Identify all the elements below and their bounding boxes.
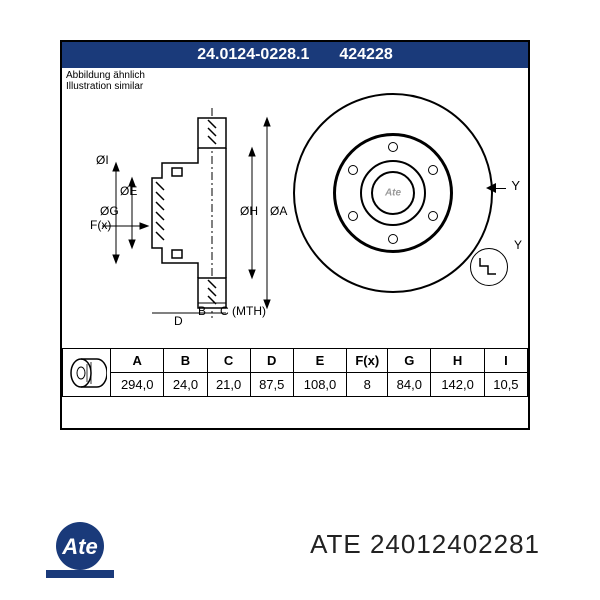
dim-label-i: ØI xyxy=(96,153,109,167)
col-h: H xyxy=(431,349,484,373)
col-c: C xyxy=(207,349,250,373)
cross-section-view: ØI ØG ØE F(x) ØH ØA B C (MTH) D xyxy=(102,108,282,318)
y-label: Y xyxy=(511,178,520,193)
val-b: 24,0 xyxy=(164,373,207,397)
val-g: 84,0 xyxy=(388,373,431,397)
val-a: 294,0 xyxy=(111,373,164,397)
technical-drawing-card: 24.0124-0228.1 424228 Abbildung ähnlich … xyxy=(60,40,530,430)
col-d: D xyxy=(250,349,293,373)
bolt-hole xyxy=(428,211,438,221)
detail-y-profile xyxy=(478,256,500,278)
spec-header-row: A B C D E F(x) G H I xyxy=(63,349,528,373)
col-e: E xyxy=(293,349,346,373)
ate-logo-icon: Ate xyxy=(40,520,120,580)
dim-label-h: ØH xyxy=(240,204,258,218)
dim-label-f: F(x) xyxy=(90,218,111,232)
dim-label-c: C (MTH) xyxy=(220,304,266,318)
disc-icon xyxy=(67,356,107,390)
spec-table: A B C D E F(x) G H I 294,0 24,0 21,0 87,… xyxy=(62,348,528,397)
val-h: 142,0 xyxy=(431,373,484,397)
illustration-note: Abbildung ähnlich Illustration similar xyxy=(66,70,145,92)
note-en: Illustration similar xyxy=(66,81,145,92)
note-de: Abbildung ähnlich xyxy=(66,70,145,81)
ate-logo-on-disc: Ate xyxy=(385,188,401,199)
bolt-hole xyxy=(388,234,398,244)
bolt-hole xyxy=(388,142,398,152)
brand-reference: ATE 24012402281 xyxy=(310,529,540,560)
detail-y: Y xyxy=(462,238,522,298)
disc-icon-cell xyxy=(63,349,111,397)
col-b: B xyxy=(164,349,207,373)
detail-y-label: Y xyxy=(514,238,522,252)
dim-label-a: ØA xyxy=(270,204,287,218)
svg-text:Ate: Ate xyxy=(61,534,97,559)
val-e: 108,0 xyxy=(293,373,346,397)
col-a: A xyxy=(111,349,164,373)
spec-value-row: 294,0 24,0 21,0 87,5 108,0 8 84,0 142,0 … xyxy=(63,373,528,397)
val-d: 87,5 xyxy=(250,373,293,397)
dim-label-g: ØG xyxy=(100,204,119,218)
dim-label-d: D xyxy=(174,314,183,328)
y-arrow-line xyxy=(492,188,506,189)
col-g: G xyxy=(388,349,431,373)
val-i: 10,5 xyxy=(484,373,527,397)
bolt-hole xyxy=(428,165,438,175)
header-bar: 24.0124-0228.1 424228 xyxy=(62,42,528,68)
val-f: 8 xyxy=(347,373,388,397)
part-number-full: 24.0124-0228.1 xyxy=(197,46,309,64)
col-i: I xyxy=(484,349,527,373)
dim-label-b: B xyxy=(198,304,206,318)
diagram-area: Abbildung ähnlich Illustration similar xyxy=(62,68,528,348)
brand-name: ATE xyxy=(310,529,362,559)
brand-logo: Ate xyxy=(40,520,120,580)
val-c: 21,0 xyxy=(207,373,250,397)
col-f: F(x) xyxy=(347,349,388,373)
part-number-short: 424228 xyxy=(339,46,392,64)
dim-label-e: ØE xyxy=(120,184,137,198)
catalog-ref: 24012402281 xyxy=(370,529,540,559)
